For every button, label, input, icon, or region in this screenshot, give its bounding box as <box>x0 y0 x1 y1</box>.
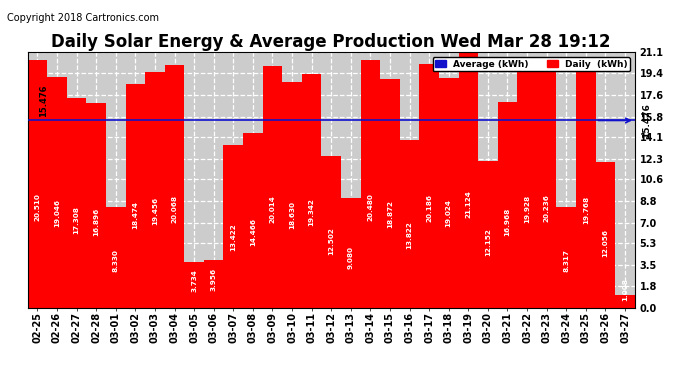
Legend: Average (kWh), Daily  (kWh): Average (kWh), Daily (kWh) <box>433 57 630 71</box>
Text: 18.630: 18.630 <box>289 201 295 229</box>
Bar <box>400 141 420 308</box>
Bar <box>595 162 615 308</box>
Text: 20.510: 20.510 <box>34 193 41 221</box>
Bar <box>478 160 497 308</box>
Text: 15.476: 15.476 <box>642 103 651 138</box>
Bar <box>243 133 263 308</box>
Text: 1.008: 1.008 <box>622 279 628 302</box>
Bar <box>184 262 204 308</box>
Text: 8.330: 8.330 <box>112 249 119 272</box>
Bar <box>224 145 243 308</box>
Bar <box>361 60 380 308</box>
Bar <box>380 80 400 308</box>
Text: 20.014: 20.014 <box>269 195 275 223</box>
Text: 3.956: 3.956 <box>210 268 217 291</box>
Bar <box>86 103 106 308</box>
Bar <box>439 78 459 308</box>
Text: 19.024: 19.024 <box>446 199 452 227</box>
Bar <box>67 98 86 308</box>
Bar <box>518 67 537 308</box>
Bar <box>302 74 322 308</box>
Text: 20.186: 20.186 <box>426 194 432 222</box>
Text: 12.502: 12.502 <box>328 227 334 255</box>
Bar <box>165 65 184 308</box>
Text: 21.124: 21.124 <box>465 190 471 218</box>
Bar <box>204 260 224 308</box>
Bar <box>576 69 595 308</box>
Text: 16.968: 16.968 <box>504 207 511 236</box>
Text: 12.056: 12.056 <box>602 228 609 256</box>
Bar <box>420 63 439 308</box>
Text: 16.896: 16.896 <box>93 208 99 236</box>
Text: 15.476: 15.476 <box>39 84 48 117</box>
Text: 19.046: 19.046 <box>54 199 60 227</box>
Bar <box>282 82 302 308</box>
Text: Copyright 2018 Cartronics.com: Copyright 2018 Cartronics.com <box>7 13 159 23</box>
Text: 3.734: 3.734 <box>191 269 197 292</box>
Text: 13.422: 13.422 <box>230 223 236 251</box>
Title: Daily Solar Energy & Average Production Wed Mar 28 19:12: Daily Solar Energy & Average Production … <box>52 33 611 51</box>
Bar <box>459 52 478 308</box>
Bar <box>263 66 282 308</box>
Bar <box>556 207 576 308</box>
Text: 19.928: 19.928 <box>524 195 530 223</box>
Bar <box>537 63 556 308</box>
Text: 19.456: 19.456 <box>152 197 158 225</box>
Bar <box>322 156 341 308</box>
Bar <box>341 198 361 308</box>
Text: 20.068: 20.068 <box>172 195 177 223</box>
Bar <box>106 207 126 308</box>
Text: 19.768: 19.768 <box>583 196 589 224</box>
Text: 14.466: 14.466 <box>250 218 256 246</box>
Text: 17.308: 17.308 <box>74 206 79 234</box>
Text: 13.822: 13.822 <box>406 221 413 249</box>
Bar <box>28 60 47 308</box>
Text: 8.317: 8.317 <box>563 249 569 272</box>
Text: 20.480: 20.480 <box>367 193 373 221</box>
Text: 18.872: 18.872 <box>387 200 393 228</box>
Bar <box>497 102 518 308</box>
Bar <box>615 296 635 307</box>
Bar <box>145 72 165 308</box>
Text: 12.152: 12.152 <box>485 228 491 256</box>
Text: 9.080: 9.080 <box>348 246 354 269</box>
Text: 20.236: 20.236 <box>544 194 550 222</box>
Text: 18.474: 18.474 <box>132 201 138 229</box>
Bar <box>47 77 67 308</box>
Bar <box>126 84 145 308</box>
Text: 19.342: 19.342 <box>308 198 315 226</box>
